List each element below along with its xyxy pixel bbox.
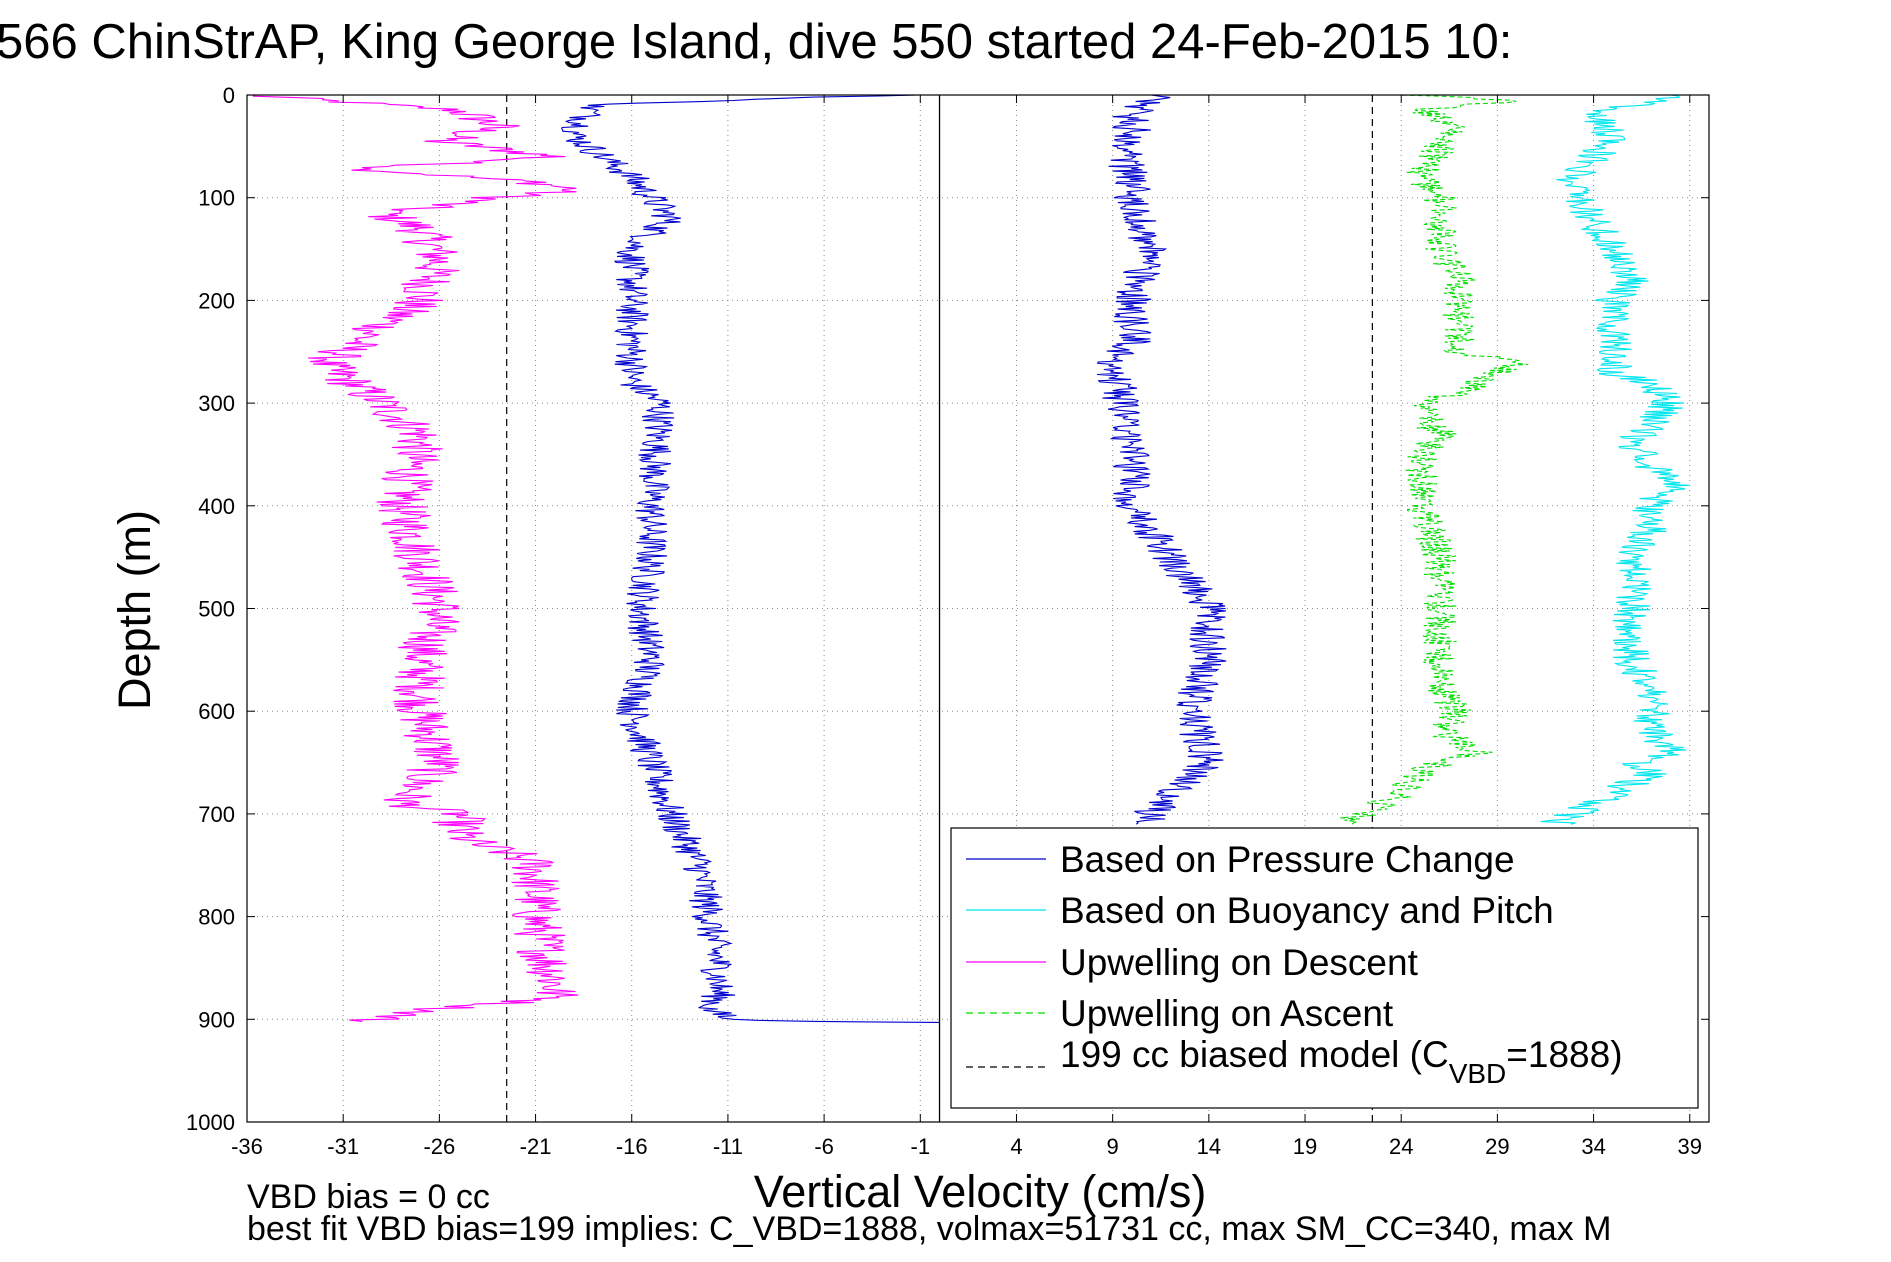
- legend-label-pressure: Based on Pressure Change: [1060, 839, 1515, 880]
- axis-ticks: -36 -31 -26 -21 -16 -11 -6 -1 4 9 14 19 24 29 34 39 0 100…: [186, 83, 1709, 1159]
- y-tick-label: 0: [223, 83, 235, 108]
- series-lines: [252, 94, 1690, 1023]
- axes-frame: [246, 94, 1710, 1123]
- x-tick-label: 19: [1293, 1134, 1317, 1159]
- x-tick-label: -31: [327, 1134, 359, 1159]
- y-tick-label: 100: [198, 186, 235, 211]
- x-tick-label: -21: [520, 1134, 552, 1159]
- x-tick-label: -6: [814, 1134, 834, 1159]
- x-axis-label: Vertical Velocity (cm/s): [754, 1166, 1207, 1217]
- series-line-based-on-buoyancy-and-pitch: [1540, 94, 1690, 825]
- x-tick-label: -16: [616, 1134, 648, 1159]
- y-tick-label: 200: [198, 288, 235, 313]
- y-tick-label: 800: [198, 905, 235, 930]
- x-tick-label: -26: [423, 1134, 455, 1159]
- x-tick-label: 9: [1107, 1134, 1119, 1159]
- x-tick-label: 14: [1197, 1134, 1221, 1159]
- legend-box: [950, 827, 1699, 1109]
- x-tick-label: 34: [1581, 1134, 1605, 1159]
- x-tick-label: 29: [1485, 1134, 1509, 1159]
- legend-label-model-suffix: =1888): [1506, 1034, 1622, 1075]
- y-axis-label: Depth (m): [109, 510, 160, 710]
- legend-label-ascent: Upwelling on Ascent: [1060, 993, 1394, 1034]
- chart-title: 566 ChinStrAP, King George Island, dive …: [0, 15, 1512, 69]
- x-tick-label: 24: [1389, 1134, 1413, 1159]
- y-tick-label: 400: [198, 494, 235, 519]
- y-tick-label: 1000: [186, 1110, 235, 1135]
- legend-label-descent: Upwelling on Descent: [1060, 942, 1419, 983]
- y-tick-label: 300: [198, 391, 235, 416]
- y-tick-label: 500: [198, 597, 235, 622]
- legend-label-model-sub: VBD: [1449, 1058, 1507, 1089]
- legend-label-model: 199 cc biased model (CVBD=1888): [1060, 1034, 1623, 1089]
- series-line-upwelling-on-descent: [252, 94, 579, 1022]
- x-tick-label: -36: [231, 1134, 263, 1159]
- x-tick-label: 4: [1010, 1134, 1022, 1159]
- series-line-based-on-pressure-change-ascent: [1096, 94, 1227, 825]
- x-tick-label: -1: [911, 1134, 931, 1159]
- legend: Based on Pressure Change Based on Buoyan…: [950, 827, 1699, 1109]
- series-line-upwelling-on-ascent: [1340, 94, 1529, 825]
- footer-best-fit: best fit VBD bias=199 implies: C_VBD=188…: [247, 1210, 1611, 1248]
- y-tick-label: 700: [198, 802, 235, 827]
- x-tick-label: -11: [713, 1134, 743, 1159]
- series-line-based-on-pressure-change-descent: [561, 94, 940, 1023]
- footer-vbd-bias: VBD bias = 0 cc: [247, 1178, 490, 1216]
- x-tick-label: 39: [1678, 1134, 1702, 1159]
- legend-label-model-main: 199 cc biased model (C: [1060, 1034, 1449, 1075]
- y-tick-label: 600: [198, 699, 235, 724]
- legend-label-buoyancy: Based on Buoyancy and Pitch: [1060, 890, 1554, 931]
- y-tick-label: 900: [198, 1007, 235, 1032]
